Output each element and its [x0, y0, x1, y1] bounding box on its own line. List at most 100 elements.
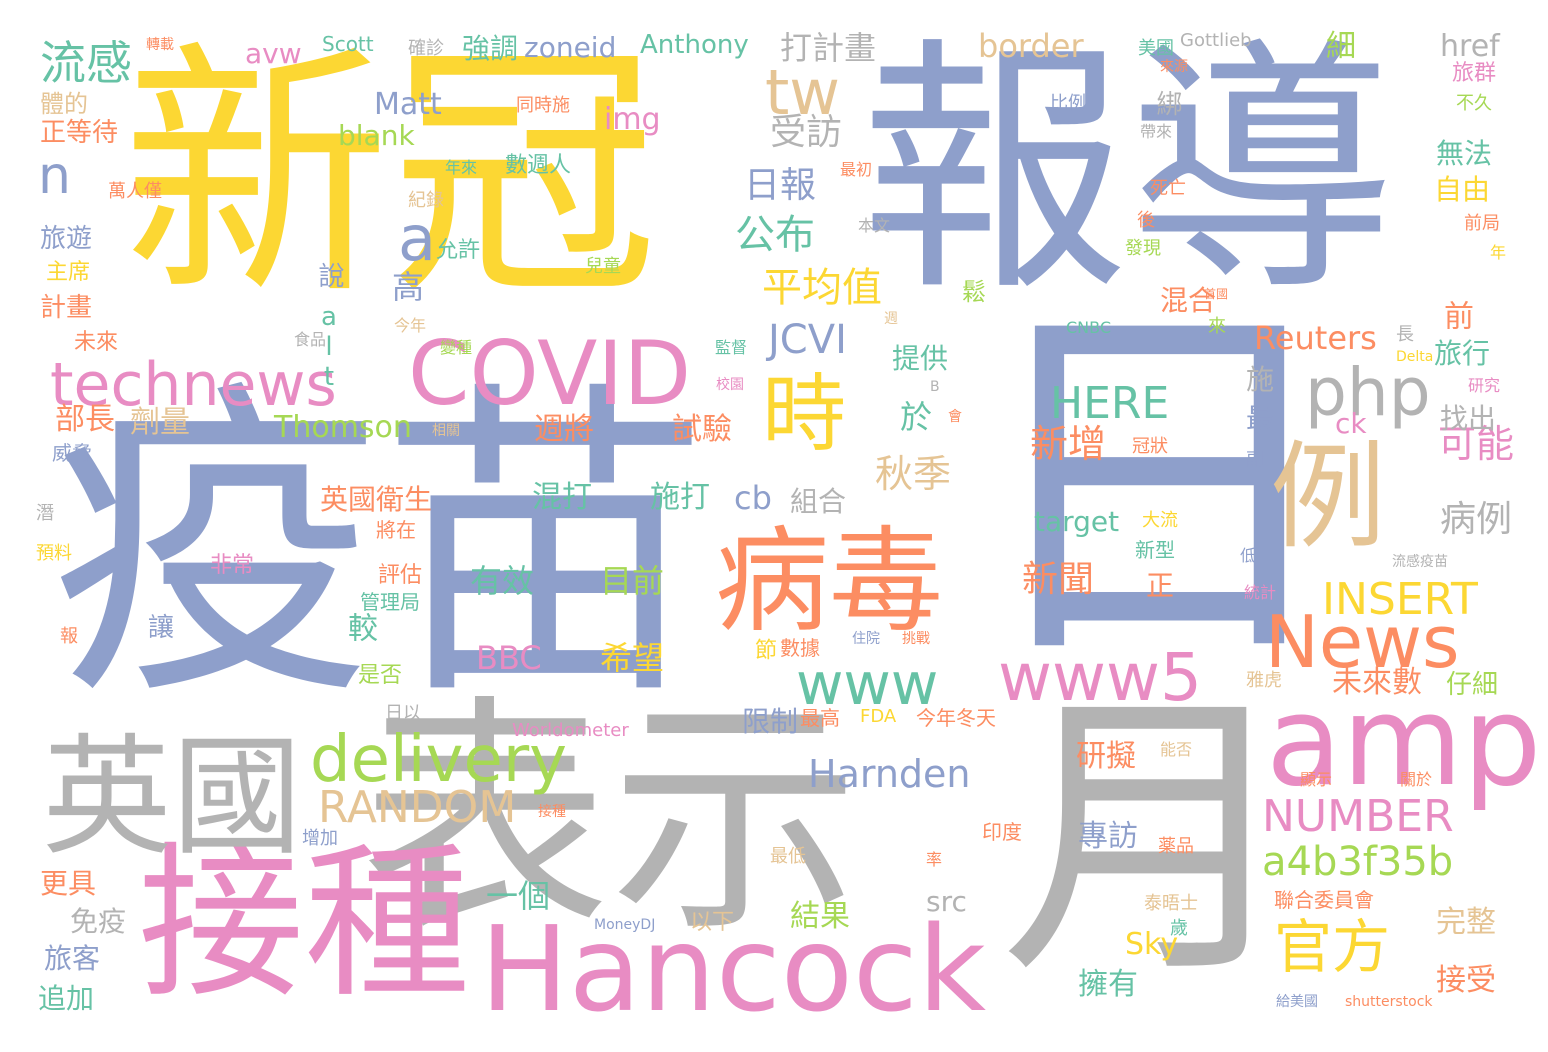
- word: 英國: [42, 721, 303, 873]
- word: delivery: [310, 723, 567, 797]
- word: 找出: [1440, 402, 1497, 435]
- word: 新型: [1135, 538, 1175, 562]
- word: 未來數: [1332, 665, 1422, 700]
- word: 表示: [360, 674, 860, 965]
- word: 年來: [445, 158, 478, 177]
- word: 報導: [860, 16, 1396, 328]
- word: ck: [1335, 407, 1367, 440]
- word: 變種: [440, 338, 473, 357]
- word: BBC: [476, 639, 542, 677]
- word: 帶來: [1140, 122, 1173, 141]
- word: 週將: [534, 412, 594, 447]
- word: 首國: [1204, 287, 1229, 301]
- word: 食品: [294, 330, 327, 349]
- word: 允許: [436, 238, 481, 263]
- word: 秋季: [875, 452, 952, 496]
- word: 說: [314, 262, 344, 288]
- word: 轉載: [146, 37, 174, 53]
- word: 前: [1438, 300, 1473, 330]
- word: php: [1305, 354, 1431, 431]
- word: src: [926, 885, 967, 918]
- word: 歲: [1170, 918, 1188, 939]
- word: 低: [1240, 546, 1257, 565]
- word: 限制: [742, 705, 799, 738]
- word: n: [38, 146, 71, 206]
- word: www5: [998, 639, 1202, 716]
- word: 目前: [600, 562, 665, 600]
- word: 兒童: [585, 256, 621, 277]
- word: Anthony: [640, 30, 749, 60]
- word: 部長: [55, 402, 115, 437]
- word: 薬品: [1158, 836, 1194, 857]
- word: 體的: [40, 90, 88, 118]
- word: 關於: [1400, 770, 1433, 789]
- word: 最初: [840, 160, 873, 179]
- word: blank: [338, 119, 415, 152]
- word: 率: [926, 850, 943, 869]
- word: 本文: [858, 216, 891, 235]
- word: 主席: [46, 260, 91, 285]
- word: a: [398, 202, 436, 275]
- word: 一個: [486, 877, 551, 915]
- word: Sky: [1125, 927, 1179, 962]
- word: 今年冬天: [916, 706, 996, 730]
- word: 自由: [1434, 173, 1491, 206]
- word: News: [1265, 600, 1460, 684]
- word: amp: [1266, 670, 1542, 814]
- word: 有效: [470, 562, 535, 600]
- word: 無法: [1436, 137, 1493, 170]
- word: 公布: [735, 212, 815, 258]
- word: 長: [1396, 324, 1414, 345]
- word: 年: [1490, 243, 1507, 262]
- word: 日: [968, 266, 1348, 709]
- word: 更具: [40, 867, 97, 900]
- word: COVID: [408, 322, 692, 425]
- word: Thomson: [274, 410, 412, 445]
- word: 給美國: [1276, 994, 1318, 1010]
- word: 前局: [1464, 213, 1500, 234]
- word: 免疫: [70, 905, 127, 938]
- word: 確診: [408, 38, 444, 59]
- word: 新增: [1030, 422, 1107, 466]
- word: 追加: [38, 982, 95, 1015]
- word: 例: [1270, 430, 1386, 565]
- word: 流感疫苗: [1392, 554, 1448, 570]
- word: 月: [1000, 665, 1300, 1014]
- word: 高: [387, 270, 425, 302]
- word: 英國衛生: [320, 483, 433, 516]
- word: 萬人僅: [108, 181, 162, 202]
- word: href: [1440, 29, 1500, 64]
- word: INSERT: [1322, 574, 1478, 625]
- word: 試驗: [672, 412, 732, 447]
- word: technews: [50, 350, 337, 420]
- word: 週: [884, 311, 898, 327]
- word: 評估: [378, 563, 423, 588]
- word: 正等待: [40, 118, 119, 148]
- word: 增加: [302, 828, 338, 849]
- word: 擁有: [1078, 967, 1138, 1002]
- word: B: [930, 379, 940, 395]
- word: shutterstock: [1345, 994, 1433, 1010]
- word: CNBC: [1066, 318, 1112, 337]
- word: 節: [751, 638, 776, 660]
- word: cb: [734, 479, 772, 517]
- word: 同時施: [516, 95, 570, 116]
- word: 計畫: [40, 293, 93, 323]
- word: 劑量: [130, 405, 190, 440]
- word: Worldometer: [512, 720, 629, 741]
- word: 日報: [744, 165, 817, 206]
- word: 挑戰: [902, 631, 930, 647]
- word: 比例: [1050, 93, 1086, 114]
- word: Matt: [374, 87, 442, 122]
- word: 細: [1326, 29, 1356, 64]
- word: 威脅: [52, 441, 92, 465]
- word: 將在: [376, 518, 416, 542]
- word: 來源: [1160, 59, 1188, 75]
- word: a4b3f35b: [1262, 839, 1454, 885]
- word: 打計畫: [780, 29, 877, 67]
- word: Scott: [322, 32, 374, 56]
- word: 新冠: [122, 20, 658, 332]
- word: 旅群: [1452, 61, 1497, 86]
- word: 以下: [690, 910, 735, 935]
- word: 流感: [40, 36, 132, 90]
